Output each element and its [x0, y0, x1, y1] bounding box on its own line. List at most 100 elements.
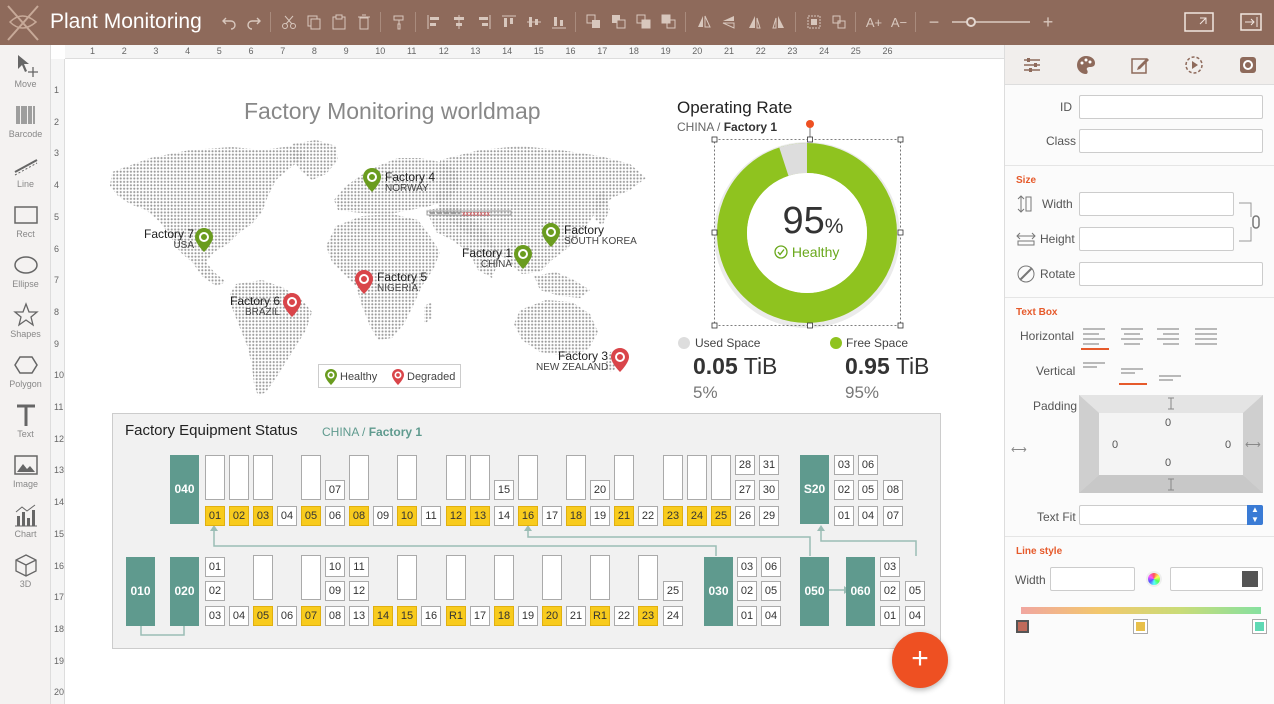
- group-icon[interactable]: [803, 11, 825, 33]
- equipment-cell[interactable]: 23: [638, 606, 658, 626]
- equipment-cell[interactable]: 22: [614, 606, 634, 626]
- equipment-slot-empty[interactable]: [301, 455, 321, 500]
- equipment-slot-empty[interactable]: [470, 455, 490, 500]
- equipment-cell[interactable]: 13: [470, 506, 490, 526]
- align-top-icon[interactable]: [498, 11, 520, 33]
- equipment-cell[interactable]: 28: [735, 455, 755, 475]
- equipment-slot-empty[interactable]: [205, 455, 225, 500]
- equipment-cell[interactable]: 03: [880, 557, 900, 577]
- rotate-right-icon[interactable]: [768, 11, 790, 33]
- rotate-handle[interactable]: [806, 120, 814, 128]
- select-arrows-icon[interactable]: ▲ ▼: [1247, 505, 1263, 525]
- equipment-cell[interactable]: 19: [518, 606, 538, 626]
- equipment-cell[interactable]: 24: [663, 606, 683, 626]
- gradient-bar[interactable]: [1021, 607, 1261, 614]
- equipment-cell[interactable]: R1: [590, 606, 610, 626]
- padding-bottom-value[interactable]: 0: [1165, 457, 1172, 469]
- equipment-cell[interactable]: 02: [880, 581, 900, 601]
- equipment-cell[interactable]: 05: [253, 606, 273, 626]
- equipment-cell[interactable]: 09: [373, 506, 393, 526]
- tab-edit[interactable]: [1113, 45, 1167, 85]
- equipment-slot-empty[interactable]: [349, 455, 369, 500]
- preview-icon[interactable]: [1182, 11, 1216, 33]
- tool-line[interactable]: Line: [0, 152, 51, 202]
- export-icon[interactable]: [1238, 11, 1264, 33]
- tool-chart[interactable]: Chart: [0, 502, 51, 552]
- tab-animation[interactable]: [1167, 45, 1221, 85]
- rotate-left-icon[interactable]: [743, 11, 765, 33]
- font-increase-icon[interactable]: A+: [865, 14, 883, 30]
- equipment-cell[interactable]: 08: [883, 480, 903, 500]
- machine-block[interactable]: 060: [846, 557, 875, 626]
- equipment-cell[interactable]: 05: [761, 581, 781, 601]
- delete-icon[interactable]: [353, 11, 375, 33]
- equipment-cell[interactable]: 08: [349, 506, 369, 526]
- equipment-cell[interactable]: 15: [494, 480, 514, 500]
- equipment-cell[interactable]: 14: [494, 506, 514, 526]
- paste-icon[interactable]: [328, 11, 350, 33]
- resize-handle[interactable]: [807, 322, 813, 329]
- equipment-slot-empty[interactable]: [542, 555, 562, 600]
- equipment-cell[interactable]: 12: [349, 581, 369, 601]
- equipment-cell[interactable]: 05: [858, 480, 878, 500]
- equipment-cell[interactable]: 01: [205, 557, 225, 577]
- equipment-slot-empty[interactable]: [253, 555, 273, 600]
- tool-barcode[interactable]: Barcode: [0, 102, 51, 152]
- ungroup-icon[interactable]: [828, 11, 850, 33]
- equipment-cell[interactable]: 01: [205, 506, 225, 526]
- equipment-cell[interactable]: 30: [759, 480, 779, 500]
- equipment-slot-empty[interactable]: [711, 455, 731, 500]
- gradient-stop[interactable]: [1253, 620, 1266, 633]
- equipment-cell[interactable]: 07: [301, 606, 321, 626]
- equipment-cell[interactable]: 04: [905, 606, 925, 626]
- equipment-cell[interactable]: 24: [687, 506, 707, 526]
- gradient-stop[interactable]: [1134, 620, 1147, 633]
- equipment-cell[interactable]: 29: [759, 506, 779, 526]
- equipment-cell[interactable]: 18: [494, 606, 514, 626]
- equipment-cell[interactable]: 27: [735, 480, 755, 500]
- equipment-cell[interactable]: 31: [759, 455, 779, 475]
- equipment-cell[interactable]: 04: [277, 506, 297, 526]
- resize-handle[interactable]: [897, 136, 904, 143]
- equipment-cell[interactable]: 25: [663, 581, 683, 601]
- tab-settings[interactable]: [1221, 45, 1274, 85]
- pin-healthy-icon[interactable]: [514, 245, 532, 269]
- equipment-cell[interactable]: 13: [349, 606, 369, 626]
- pin-degraded-icon[interactable]: [611, 348, 629, 372]
- equipment-slot-empty[interactable]: [687, 455, 707, 500]
- equipment-cell[interactable]: 17: [470, 606, 490, 626]
- equipment-cell[interactable]: 11: [349, 557, 369, 577]
- id-input[interactable]: [1079, 95, 1263, 119]
- format-painter-icon[interactable]: [388, 11, 410, 33]
- equipment-slot-empty[interactable]: [494, 555, 514, 600]
- pin-degraded-icon[interactable]: [283, 293, 301, 317]
- width-input[interactable]: [1079, 192, 1234, 216]
- tool-ellipse[interactable]: Ellipse: [0, 252, 51, 302]
- resize-handle[interactable]: [897, 322, 904, 329]
- tool-text[interactable]: Text: [0, 402, 51, 452]
- zoom-in-icon[interactable]: +: [1042, 12, 1054, 32]
- equipment-cell[interactable]: 01: [880, 606, 900, 626]
- donut-chart[interactable]: [706, 116, 912, 332]
- equipment-cell[interactable]: 06: [858, 455, 878, 475]
- font-decrease-icon[interactable]: A−: [890, 14, 908, 30]
- equipment-cell[interactable]: 25: [711, 506, 731, 526]
- pin-healthy-icon[interactable]: [363, 168, 381, 192]
- equipment-cell[interactable]: 16: [518, 506, 538, 526]
- tool-move[interactable]: Move: [0, 52, 51, 102]
- equipment-cell[interactable]: 06: [761, 557, 781, 577]
- send-back-icon[interactable]: [608, 11, 630, 33]
- rotate-input[interactable]: [1079, 262, 1263, 286]
- align-bottom-icon[interactable]: [548, 11, 570, 33]
- equipment-cell[interactable]: 04: [761, 606, 781, 626]
- equipment-cell[interactable]: 02: [229, 506, 249, 526]
- equipment-cell[interactable]: 10: [325, 557, 345, 577]
- equipment-cell[interactable]: 20: [590, 480, 610, 500]
- equipment-slot-empty[interactable]: [518, 455, 538, 500]
- equipment-cell[interactable]: 18: [566, 506, 586, 526]
- equipment-cell[interactable]: 05: [905, 581, 925, 601]
- equipment-slot-empty[interactable]: [446, 555, 466, 600]
- equipment-cell[interactable]: 06: [277, 606, 297, 626]
- equipment-cell[interactable]: 11: [421, 506, 441, 526]
- equipment-cell[interactable]: 21: [614, 506, 634, 526]
